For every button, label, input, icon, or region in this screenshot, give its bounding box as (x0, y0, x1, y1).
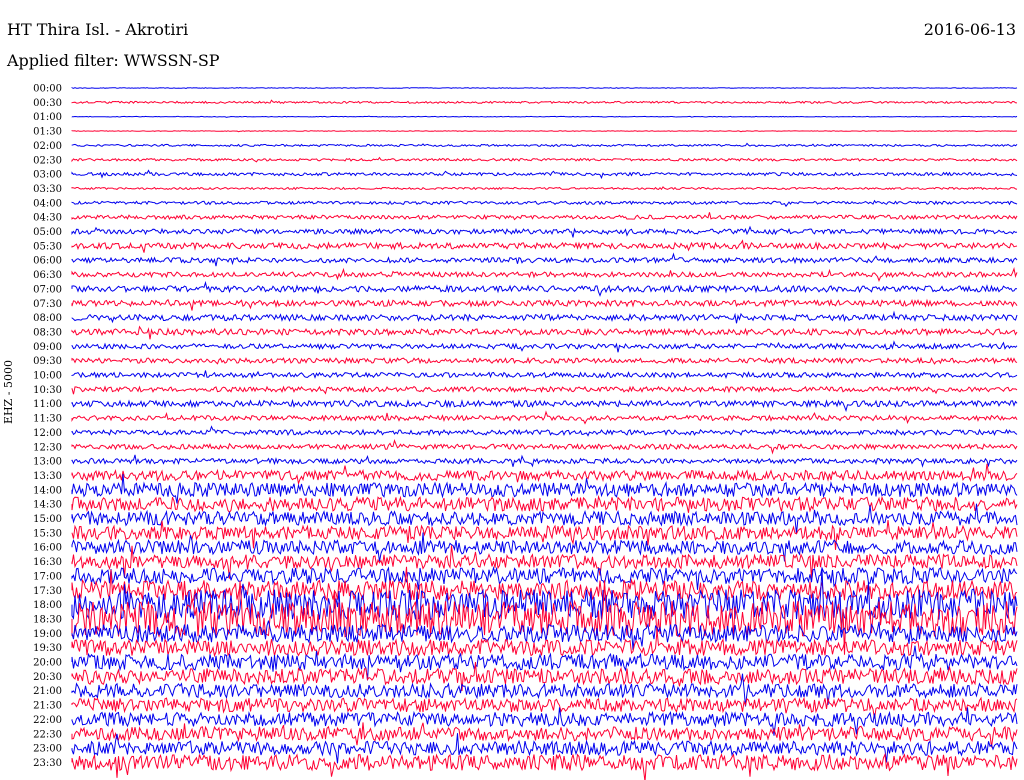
row-time-label: 22:00 (33, 715, 62, 726)
trace-line (71, 199, 1018, 208)
row-time-label: 23:30 (33, 758, 62, 769)
trace-line (71, 645, 1018, 681)
row-time-label: 10:30 (33, 385, 62, 396)
row-time-label: 09:30 (33, 356, 62, 367)
row-time-label: 18:00 (33, 600, 62, 611)
row-time-label: 01:30 (33, 127, 62, 138)
date-label: 2016-06-13 (923, 20, 1016, 39)
trace-line (71, 566, 1018, 602)
filter-label: Applied filter: WWSSN-SP (7, 51, 220, 70)
row-time-label: 00:00 (33, 84, 62, 95)
row-time-label: 19:30 (33, 643, 62, 654)
row-time-label: 00:30 (33, 98, 62, 109)
trace-line (71, 169, 1018, 180)
row-time-label: 07:00 (33, 284, 62, 295)
trace-line (71, 630, 1018, 658)
trace-line (71, 398, 1018, 413)
row-time-label: 15:30 (33, 528, 62, 539)
row-time-label: 12:30 (33, 442, 62, 453)
trace-line (71, 156, 1018, 163)
trace-line (71, 752, 1018, 780)
trace-line (71, 142, 1018, 148)
row-time-label: 16:00 (33, 543, 62, 554)
row-time-label: 13:30 (33, 471, 62, 482)
row-time-label: 07:30 (33, 299, 62, 310)
trace-line (71, 325, 1018, 340)
trace-line (71, 494, 1018, 514)
row-time-label: 23:00 (33, 744, 62, 755)
trace-line (71, 532, 1018, 562)
row-time-label: 05:30 (33, 241, 62, 252)
trace-line (71, 733, 1018, 764)
trace-line (71, 385, 1018, 395)
row-time-label: 20:00 (33, 658, 62, 669)
trace-line (71, 620, 1018, 650)
trace-line (71, 673, 1018, 707)
row-time-label: 11:00 (33, 399, 62, 410)
trace-line (71, 99, 1018, 105)
row-time-label: 06:30 (33, 270, 62, 281)
trace-line (71, 503, 1018, 534)
row-time-label: 03:00 (33, 170, 62, 181)
trace-line (71, 356, 1018, 365)
trace-line (71, 568, 1018, 633)
row-time-label: 20:30 (33, 672, 62, 683)
row-time-label: 09:00 (33, 342, 62, 353)
row-time-label: 15:00 (33, 514, 62, 525)
row-time-label: 06:00 (33, 256, 62, 267)
trace-line (71, 410, 1018, 425)
row-time-label: 05:00 (33, 227, 62, 238)
row-time-label: 13:00 (33, 457, 62, 468)
trace-line (71, 438, 1018, 455)
trace-line (71, 130, 1018, 133)
trace-line (71, 280, 1018, 297)
row-time-label: 18:30 (33, 614, 62, 625)
trace-line (71, 86, 1018, 90)
trace-line (71, 310, 1018, 324)
row-time-label: 17:30 (33, 586, 62, 597)
trace-line (71, 707, 1018, 736)
trace-line (71, 370, 1018, 379)
trace-line (71, 474, 1018, 504)
row-time-label: 02:00 (33, 141, 62, 152)
trace-line (71, 565, 1018, 590)
trace-line (71, 520, 1018, 550)
trace-line (71, 239, 1018, 253)
row-time-label: 08:30 (33, 327, 62, 338)
row-time-label: 02:30 (33, 155, 62, 166)
row-time-label: 22:30 (33, 729, 62, 740)
row-time-label: 16:30 (33, 557, 62, 568)
row-time-label: 04:30 (33, 213, 62, 224)
row-time-label: 08:00 (33, 313, 62, 324)
row-time-label: 10:00 (33, 371, 62, 382)
trace-line (71, 425, 1018, 437)
trace-line (71, 545, 1018, 580)
trace-line (71, 722, 1018, 748)
trace-line (71, 298, 1018, 311)
trace-line (71, 252, 1018, 267)
trace-line (71, 186, 1018, 191)
trace-line (71, 266, 1018, 283)
trace-line (71, 115, 1018, 118)
row-time-label: 14:00 (33, 485, 62, 496)
row-time-label: 04:00 (33, 198, 62, 209)
row-time-label: 14:30 (33, 500, 62, 511)
trace-line (71, 340, 1018, 353)
row-time-label: 21:30 (33, 701, 62, 712)
trace-line (71, 463, 1018, 486)
row-time-label: 11:30 (33, 414, 62, 425)
row-time-label: 12:00 (33, 428, 62, 439)
trace-line (71, 662, 1018, 692)
row-time-label: 01:00 (33, 112, 62, 123)
row-time-label: 17:00 (33, 571, 62, 582)
row-time-label: 19:00 (33, 629, 62, 640)
trace-line (71, 696, 1018, 719)
station-title: HT Thira Isl. - Akrotiri (7, 20, 189, 39)
trace-line (71, 225, 1018, 238)
trace-line (71, 454, 1018, 468)
trace-line (71, 212, 1018, 221)
row-time-label: 21:00 (33, 686, 62, 697)
row-time-label: 03:30 (33, 184, 62, 195)
